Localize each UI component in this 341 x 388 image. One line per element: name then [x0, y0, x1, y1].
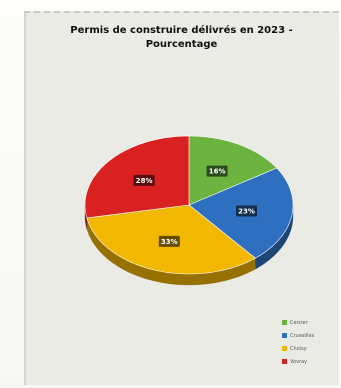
data-label-box: [206, 165, 228, 177]
legend-label: Choisy: [290, 345, 307, 352]
pie-slice-cercier: [188, 135, 278, 206]
data-label: 16%: [209, 168, 226, 176]
legend-item-choisy: Choisy: [282, 342, 338, 355]
chart-title-block: Permis de construire délivrés en 2023 - …: [24, 24, 339, 52]
legend-swatch: [282, 359, 287, 364]
legend-item-cercier: Cercier: [282, 316, 338, 329]
data-label: 33%: [161, 238, 178, 246]
data-label-box: [133, 174, 155, 186]
legend-swatch: [282, 333, 287, 338]
legend-swatch: [282, 320, 287, 325]
chart-legend: Cercier Cruseilles Choisy Vovray: [282, 316, 338, 368]
data-label-box: [236, 205, 257, 217]
chart-subtitle: Pourcentage: [145, 39, 218, 50]
legend-label: Cruseilles: [290, 332, 315, 339]
chart-title: Permis de construire délivrés en 2023 -: [70, 25, 293, 36]
legend-item-cruseilles: Cruseilles: [282, 329, 338, 342]
data-label: 23%: [238, 207, 255, 215]
legend-item-vovray: Vovray: [282, 355, 338, 368]
data-label-box: [158, 235, 180, 247]
data-label: 28%: [136, 177, 153, 185]
legend-swatch: [282, 346, 287, 351]
legend-label: Vovray: [290, 358, 308, 365]
legend-label: Cercier: [290, 319, 308, 326]
